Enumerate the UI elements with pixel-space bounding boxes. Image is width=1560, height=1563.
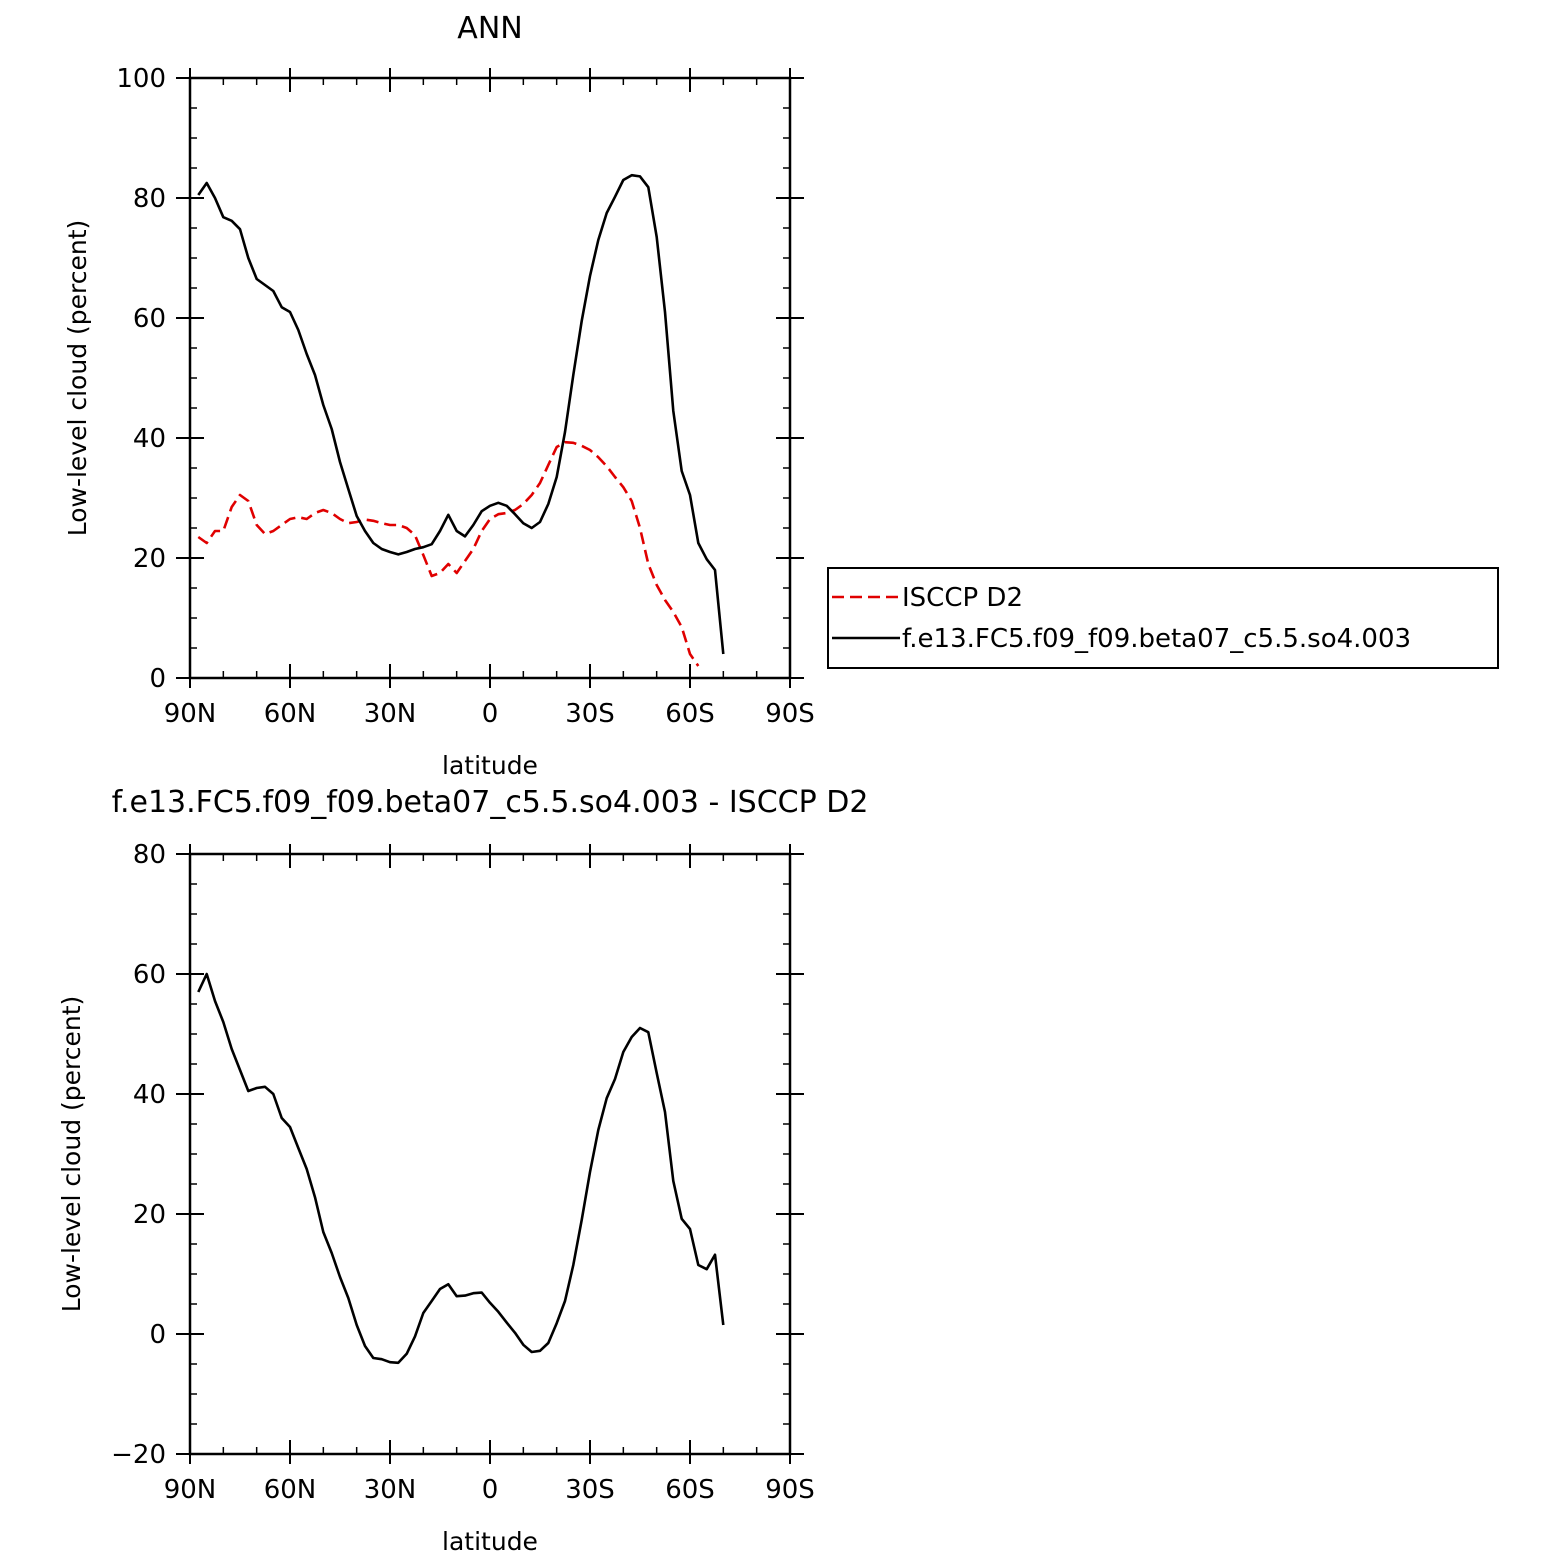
plot-annual-zonal-mean: ANN 90N 60N 30N 0 30S 60S 90S 0 20 40 60 80 100 lati… (63, 11, 1499, 780)
y-tick-label: 80 (133, 840, 166, 870)
plot2-y-axis-label: Low-level cloud (percent) (57, 996, 86, 1313)
plot1-legend: ISCCP D2 f.e13.FC5.f09_f09.beta07_c5.5.s… (827, 567, 1499, 669)
plot1-frame (188, 76, 792, 680)
legend-label-isccp: ISCCP D2 (902, 583, 1023, 613)
x-tick-label: 30S (565, 1475, 615, 1505)
legend-box (827, 567, 1499, 669)
plot1-x-axis-label: latitude (442, 751, 538, 780)
series-line (197, 173, 725, 655)
x-tick-label: 90N (164, 699, 217, 729)
y-tick-label: 40 (133, 424, 166, 454)
plot1-ticks: 90N 60N 30N 0 30S 60S 90S 0 20 40 60 80 100 (116, 64, 814, 729)
y-tick-label: 20 (133, 544, 166, 574)
x-tick-label: 30S (565, 699, 615, 729)
y-tick-label: −20 (111, 1440, 166, 1470)
x-tick-label: 0 (482, 1475, 499, 1505)
x-tick-label: 60N (264, 1475, 317, 1505)
y-tick-label: 0 (149, 1320, 166, 1350)
x-tick-label: 0 (482, 699, 499, 729)
series-line (197, 440, 700, 667)
x-tick-label: 90N (164, 1475, 217, 1505)
plot2-title: f.e13.FC5.f09_f09.beta07_c5.5.so4.003 - … (112, 785, 869, 820)
plot2-frame (188, 852, 792, 1456)
y-tick-label: 0 (149, 664, 166, 694)
plot2-series (197, 972, 725, 1365)
x-tick-label: 60N (264, 699, 317, 729)
y-tick-label: 40 (133, 1080, 166, 1110)
x-tick-label: 60S (665, 1475, 715, 1505)
plot2-ticks: 90N 60N 30N 0 30S 60S 90S −20 0 20 40 60 80 (111, 840, 815, 1505)
y-tick-label: 60 (133, 304, 166, 334)
y-tick-label: 100 (116, 64, 166, 94)
series-line (197, 972, 725, 1365)
x-tick-label: 30N (364, 699, 417, 729)
y-tick-label: 20 (133, 1200, 166, 1230)
plot-difference: f.e13.FC5.f09_f09.beta07_c5.5.so4.003 - … (57, 785, 868, 1556)
plot1-y-axis-label: Low-level cloud (percent) (63, 220, 92, 537)
plot1-series (197, 173, 725, 667)
y-tick-label: 80 (133, 184, 166, 214)
x-tick-label: 60S (665, 699, 715, 729)
plot1-title: ANN (457, 11, 522, 46)
y-tick-label: 60 (133, 960, 166, 990)
x-tick-label: 90S (765, 699, 815, 729)
legend-label-model: f.e13.FC5.f09_f09.beta07_c5.5.so4.003 (902, 624, 1411, 654)
x-tick-label: 90S (765, 1475, 815, 1505)
plot2-x-axis-label: latitude (442, 1527, 538, 1556)
x-tick-label: 30N (364, 1475, 417, 1505)
